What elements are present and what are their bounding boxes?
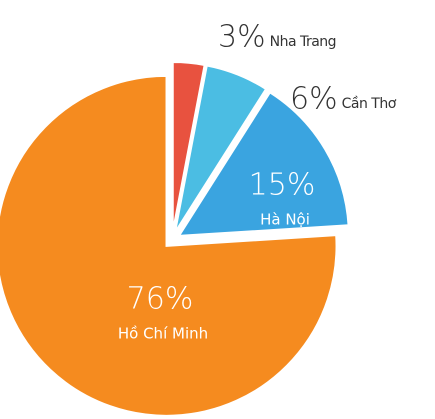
- slice-value-label: 3%: [218, 20, 266, 55]
- slice-value-label: 76%: [127, 282, 194, 317]
- slice-category-label: Hà Nội: [260, 211, 310, 229]
- pie-slice: [173, 64, 268, 234]
- slice-value-label: 15%: [249, 168, 316, 203]
- pie-slice: [171, 61, 206, 233]
- slice-category-label: Nha Trang: [270, 34, 336, 50]
- slice-category-label: Cần Thơ: [342, 96, 397, 112]
- slice-category-label: Hồ Chí Minh: [118, 325, 208, 343]
- slice-value-label: 6%: [290, 82, 338, 117]
- pie-slice: [0, 74, 338, 417]
- pie-slice: [176, 91, 350, 238]
